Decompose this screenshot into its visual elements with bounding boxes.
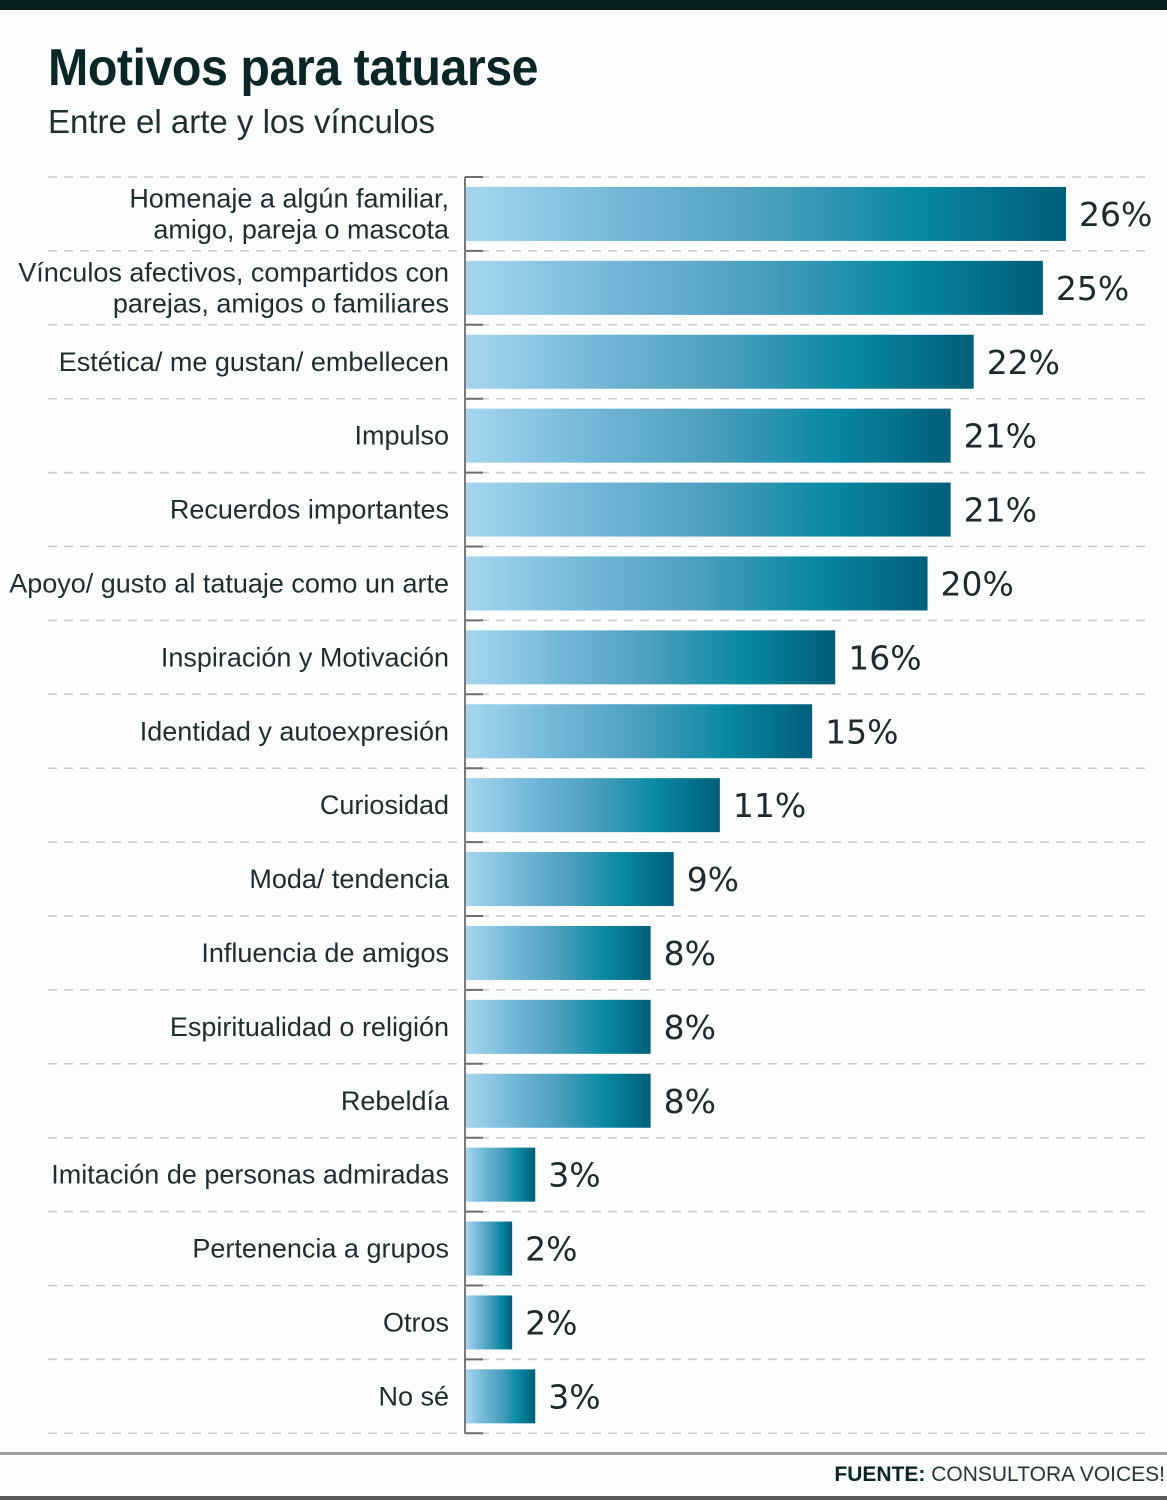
y-axis [464,176,483,1435]
value-label: 8% [664,934,716,973]
value-label: 15% [825,712,898,751]
category-label-line: Espiritualidad o religión [170,1012,449,1042]
bar [466,408,951,463]
category-label-line: Inspiración y Motivación [161,642,449,672]
source-value: CONSULTORA VOICES! [931,1463,1165,1486]
category-label-line: Rebeldía [341,1086,450,1116]
category-label: Otros [383,1307,449,1337]
category-label: No sé [378,1381,449,1411]
value-label: 2% [525,1303,577,1342]
category-label: Apoyo/ gusto al tatuaje como un arte [9,568,449,598]
category-label-line: Recuerdos importantes [170,495,449,525]
category-labels: Homenaje a algún familiar, amigo, pareja … [9,183,450,1411]
category-label: Homenaje a algún familiar, amigo, pareja … [129,183,450,244]
top-bar [0,0,1167,10]
value-label: 2% [525,1230,577,1269]
bar [466,1221,513,1276]
value-label: 20% [941,564,1014,603]
category-label-line: Identidad y autoexpresión [140,716,449,746]
bar [466,556,928,611]
category-label-line: Imitación de personas admiradas [51,1160,449,1190]
bars [466,186,1066,1424]
bar [466,999,651,1054]
category-label-line: Estética/ me gustan/ embellecen [59,347,449,377]
category-label: Recuerdos importantes [170,495,449,525]
value-label: 25% [1056,269,1129,308]
category-label-line: No sé [378,1381,449,1411]
bar [466,1147,536,1202]
value-labels: 26% 25% 22% 21% 21% 20% 16% 15% 11% 9% 8% 8% 8% 3% 2% 2… [525,195,1152,1416]
category-label-line: Apoyo/ gusto al tatuaje como un arte [9,568,449,598]
category-label: Moda/ tendencia [249,864,450,894]
category-label-line: amigo, pareja o mascota [153,214,450,244]
category-label-line: Vínculos afectivos, compartidos con [18,257,449,287]
value-label: 9% [687,860,739,899]
category-label: Imitación de personas admiradas [51,1160,449,1190]
category-label-line: parejas, amigos o familiares [113,288,449,318]
value-label: 21% [964,417,1037,456]
chart-title: Motivos para tatuarse [48,39,539,97]
category-label-line: Otros [383,1307,449,1337]
value-label: 8% [664,1008,716,1047]
category-label: Identidad y autoexpresión [140,716,449,746]
category-label: Rebeldía [341,1086,450,1116]
category-label: Vínculos afectivos, compartidos con parej… [18,257,449,318]
category-label-line: Impulso [354,421,449,451]
category-label: Pertenencia a grupos [192,1234,449,1264]
source-label: FUENTE: [834,1463,926,1486]
category-label-line: Curiosidad [320,790,449,820]
value-label: 26% [1079,195,1152,234]
grid-lines [48,176,1150,1435]
category-label: Influencia de amigos [201,938,449,968]
value-label: 22% [987,343,1060,382]
category-label: Inspiración y Motivación [161,642,449,672]
source-note: FUENTE: CONSULTORA VOICES! [834,1463,1165,1487]
bar [466,186,1066,241]
bottom-rule [0,1496,1167,1500]
value-label: 3% [548,1156,600,1195]
bar [466,852,674,907]
category-label: Curiosidad [320,790,449,820]
bar [466,1369,536,1424]
category-label-line: Pertenencia a grupos [192,1234,449,1264]
bar [466,260,1043,315]
bar [466,778,720,833]
category-label-line: Influencia de amigos [201,938,449,968]
bar [466,482,951,537]
bar-chart: Homenaje a algún familiar, amigo, pareja … [9,176,1152,1435]
bar [466,630,836,685]
value-label: 16% [848,638,921,677]
category-label-line: Moda/ tendencia [249,864,450,894]
bar [466,1073,651,1128]
category-label: Espiritualidad o religión [170,1012,449,1042]
bar [466,1295,513,1350]
value-label: 11% [733,786,806,825]
category-label: Estética/ me gustan/ embellecen [59,347,449,377]
bar [466,334,974,389]
category-label: Impulso [354,421,449,451]
bar [466,925,651,980]
chart-subtitle: Entre el arte y los vínculos [48,103,436,140]
value-label: 3% [548,1377,600,1416]
value-label: 8% [664,1082,716,1121]
category-label-line: Homenaje a algún familiar, [129,183,449,213]
bar [466,704,813,759]
footer-divider [0,1452,1167,1455]
value-label: 21% [964,491,1037,530]
